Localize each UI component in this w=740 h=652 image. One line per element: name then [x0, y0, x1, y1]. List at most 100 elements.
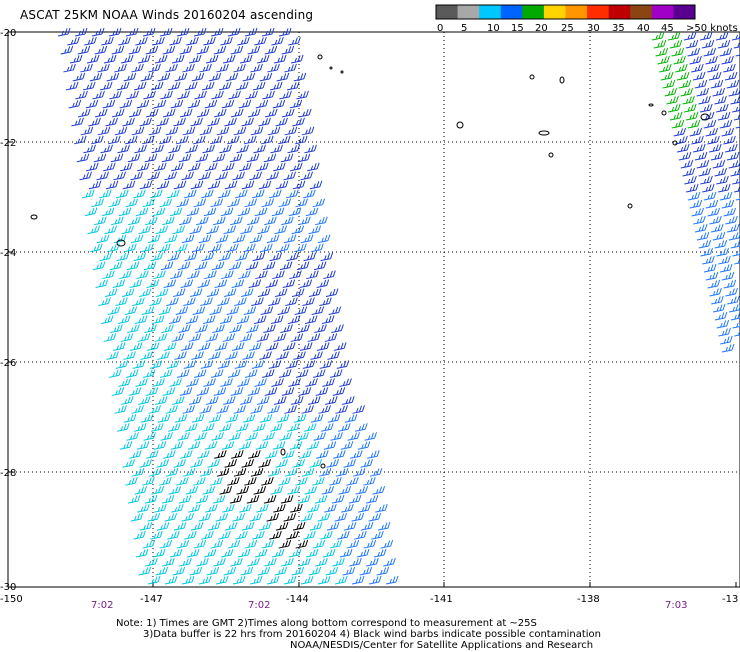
wind-barb — [707, 135, 720, 145]
wind-barb — [161, 153, 175, 163]
wind-barb — [229, 494, 243, 504]
wind-barb — [173, 459, 186, 468]
wind-barb — [289, 441, 303, 450]
wind-barb — [270, 144, 283, 154]
wind-barb — [325, 566, 339, 576]
wind-barb — [699, 31, 713, 41]
wind-barb — [189, 396, 202, 405]
wind-barb — [268, 360, 282, 369]
wind-barb — [701, 39, 715, 49]
wind-barb — [191, 351, 204, 360]
wind-barb — [200, 360, 214, 369]
wind-barb — [210, 477, 223, 486]
wind-barb — [295, 198, 309, 208]
wind-barb — [708, 71, 722, 81]
wind-barb — [137, 54, 151, 64]
wind-barb — [324, 333, 338, 342]
wind-barb — [691, 207, 704, 217]
wind-barb — [296, 90, 309, 100]
wind-barb — [176, 198, 190, 208]
wind-barb — [214, 279, 228, 289]
wind-barb — [65, 81, 79, 91]
wind-barb — [686, 183, 699, 193]
wind-barb — [146, 342, 160, 351]
island-outline — [340, 70, 344, 74]
wind-barb — [714, 167, 727, 177]
wind-barb — [168, 144, 181, 154]
wind-barb — [199, 468, 213, 477]
wind-barb — [205, 503, 218, 513]
wind-barb — [275, 117, 288, 127]
wind-barb — [131, 126, 145, 136]
wind-barb — [182, 126, 196, 136]
wind-barb — [274, 566, 288, 576]
lat-label: -20 — [0, 28, 16, 39]
wind-barb — [165, 126, 179, 136]
wind-barb — [726, 79, 740, 89]
wind-barb — [700, 247, 713, 257]
wind-barb — [229, 153, 243, 163]
wind-barb — [181, 171, 194, 181]
wind-barb — [251, 360, 265, 369]
wind-barb — [159, 477, 172, 486]
wind-barb — [142, 539, 156, 549]
legend-swatch — [457, 5, 480, 19]
wind-barb — [196, 108, 210, 118]
wind-barb — [714, 311, 728, 321]
wind-barb — [255, 270, 268, 280]
wind-barb — [701, 111, 715, 121]
wind-barb — [289, 270, 302, 280]
wind-barb — [304, 486, 318, 495]
legend-swatch — [500, 5, 523, 19]
wind-barb — [291, 396, 304, 405]
wind-barb — [227, 477, 240, 486]
wind-barb — [260, 243, 273, 253]
wind-barb — [148, 126, 162, 136]
wind-barb — [197, 450, 210, 459]
wind-barb — [263, 153, 277, 163]
wind-barb — [152, 36, 165, 46]
wind-barb — [139, 117, 152, 127]
wind-barb — [163, 342, 177, 351]
wind-barb — [257, 288, 271, 298]
wind-barb — [327, 351, 340, 360]
wind-barb — [278, 539, 292, 549]
wind-barb — [220, 36, 233, 46]
wind-barb — [730, 312, 740, 321]
lon-label: -147 — [140, 594, 163, 605]
wind-barb — [339, 378, 352, 387]
wind-barb — [247, 557, 260, 567]
wind-barb — [678, 151, 692, 161]
wind-barb — [168, 423, 181, 432]
wind-barb — [236, 423, 249, 432]
wind-barb — [218, 81, 232, 91]
wind-barb — [250, 468, 264, 477]
wind-barb — [287, 486, 301, 495]
wind-barb — [261, 539, 275, 549]
wind-barb — [289, 99, 303, 109]
wind-barb — [208, 351, 221, 360]
wind-barb — [257, 566, 271, 576]
wind-barb — [216, 468, 230, 477]
island-outline — [548, 152, 554, 158]
wind-barb — [273, 333, 287, 342]
wind-barb — [709, 143, 722, 153]
wind-barb — [142, 198, 156, 208]
wind-barb — [239, 333, 253, 342]
legend-swatch — [587, 5, 610, 19]
lon-label: -150 — [0, 594, 23, 605]
wind-barb — [127, 494, 141, 504]
wind-barb — [86, 162, 99, 172]
wind-barb — [338, 423, 351, 432]
wind-barb — [202, 144, 215, 154]
wind-barb — [212, 153, 226, 163]
wind-barb — [248, 450, 261, 459]
wind-barb — [340, 441, 354, 450]
island-outline — [661, 110, 667, 116]
wind-barb — [143, 90, 156, 100]
wind-barb — [662, 79, 676, 89]
wind-barb — [236, 486, 250, 495]
wind-barb — [209, 306, 223, 315]
wind-barb — [149, 297, 162, 306]
wind-barb — [136, 441, 150, 450]
